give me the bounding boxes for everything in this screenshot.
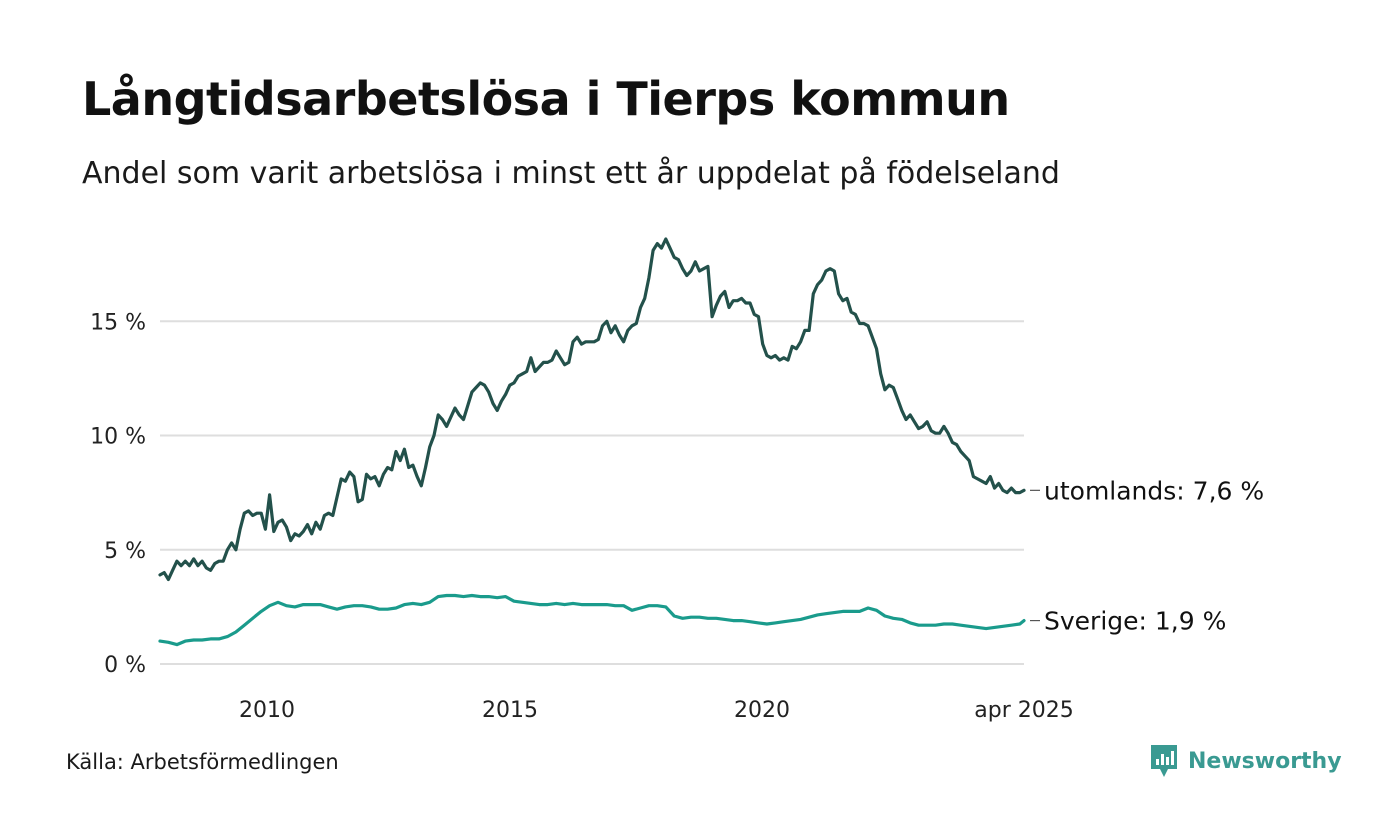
y-tick-label: 10 % [90, 425, 146, 450]
grid-lines [160, 320, 1024, 665]
x-axis-ticks: 2010 2015 2020 apr 2025 [239, 698, 1074, 723]
brand-name: Newsworthy [1188, 748, 1342, 774]
x-tick-label: 2010 [239, 698, 295, 723]
chart-subtitle: Andel som varit arbetslösa i minst ett å… [82, 156, 1060, 191]
x-tick-label: 2015 [482, 698, 538, 723]
y-tick-label: 5 % [104, 539, 146, 564]
source-note: Källa: Arbetsförmedlingen [66, 750, 339, 774]
y-tick-label: 0 % [104, 653, 146, 678]
newsworthy-logo-icon [1151, 745, 1177, 777]
brand-logo: Newsworthy [1148, 742, 1342, 780]
series-lines [158, 237, 1026, 647]
x-tick-label: 2020 [734, 698, 790, 723]
series-line-utomlands [158, 237, 1026, 582]
series-end-label-sverige: Sverige: 1,9 % [1044, 607, 1226, 636]
chart-title: Långtidsarbetslösa i Tierps kommun [82, 72, 1010, 126]
series-end-label-utomlands: utomlands: 7,6 % [1044, 476, 1264, 505]
series-line-sverige [158, 593, 1026, 647]
x-tick-label: apr 2025 [974, 698, 1073, 723]
series-end-labels: utomlands: 7,6 % Sverige: 1,9 % [1030, 476, 1264, 636]
y-axis-ticks: 0 % 5 % 10 % 15 % [90, 310, 146, 678]
y-tick-label: 15 % [90, 310, 146, 335]
